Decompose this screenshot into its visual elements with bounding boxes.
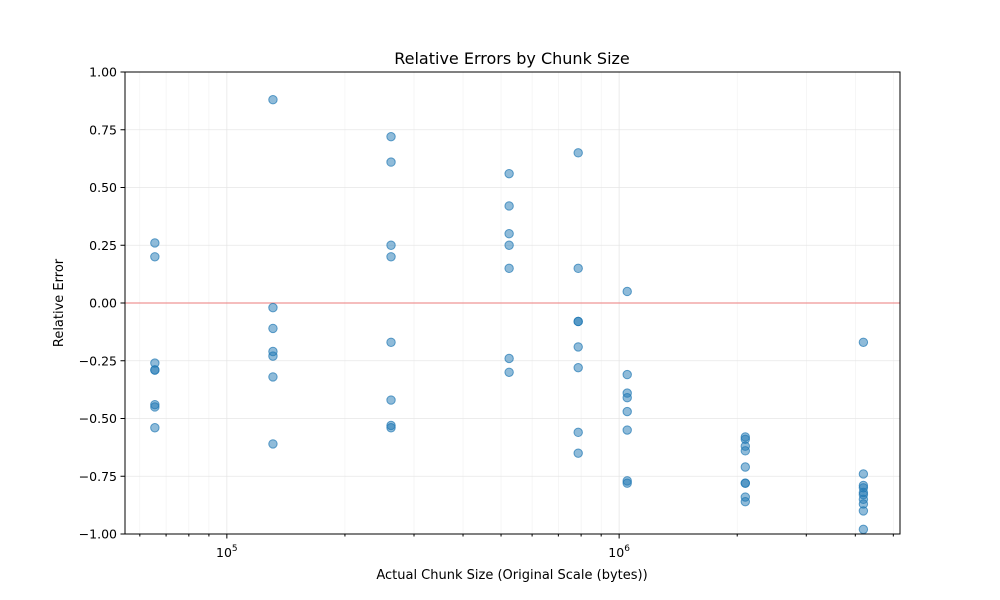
y-tick-label: −0.75: [79, 469, 117, 484]
y-tick-label: −1.00: [79, 527, 117, 542]
data-point: [504, 168, 514, 179]
data-point: [504, 201, 514, 211]
data-point: [386, 157, 396, 167]
data-point: [622, 478, 632, 488]
data-point: [622, 406, 632, 417]
data-point: [268, 351, 278, 361]
data-point: [504, 353, 514, 364]
data-point: [386, 423, 396, 433]
data-point: [622, 393, 632, 403]
x-axis: 105 106: [139, 534, 894, 560]
data-point: [504, 263, 514, 274]
x-tick-label: 106: [608, 544, 630, 560]
y-tick-label: 0.50: [89, 180, 117, 195]
y-tick-label: 0.00: [89, 296, 117, 311]
data-point: [858, 524, 869, 535]
chart-title: Relative Errors by Chunk Size: [394, 49, 630, 68]
data-point: [740, 446, 750, 456]
data-point: [150, 402, 160, 412]
data-point: [858, 506, 869, 516]
y-tick-label: −0.50: [79, 411, 117, 426]
data-point: [268, 372, 278, 382]
y-axis: 1.00 0.75 0.50 0.25 0.00 −0.25 −0.50 −0.75 −1.00: [79, 65, 125, 542]
data-point: [150, 365, 160, 375]
data-point: [573, 362, 583, 373]
data-point: [268, 95, 278, 105]
data-point: [386, 240, 396, 250]
data-point: [573, 263, 583, 274]
data-point: [386, 395, 396, 405]
data-point: [740, 478, 750, 488]
y-axis-label: Relative Error: [52, 258, 67, 347]
data-point: [622, 369, 632, 380]
data-point: [150, 252, 160, 262]
y-tick-label: −0.25: [79, 353, 117, 368]
data-point: [573, 148, 583, 158]
data-point: [386, 252, 396, 262]
data-point: [740, 496, 750, 507]
data-point: [150, 423, 160, 433]
data-point: [504, 229, 514, 239]
x-tick-label: 105: [216, 544, 238, 560]
x-axis-label: Actual Chunk Size (Original Scale (bytes…: [376, 568, 647, 583]
data-point: [150, 238, 160, 248]
data-point: [573, 427, 583, 438]
data-point: [504, 367, 514, 377]
y-tick-label: 0.25: [89, 238, 117, 253]
data-point: [573, 448, 583, 458]
data-point: [740, 462, 750, 472]
y-tick-label: 0.75: [89, 122, 117, 137]
data-point: [573, 316, 583, 327]
data-point: [622, 425, 632, 435]
data-point: [268, 302, 278, 313]
data-point: [386, 131, 396, 142]
data-point: [386, 337, 396, 347]
data-point: [573, 342, 583, 352]
data-point: [268, 439, 278, 449]
points-layer: [150, 95, 869, 535]
data-point: [504, 240, 514, 250]
data-point: [858, 469, 869, 479]
y-tick-label: 1.00: [89, 65, 117, 80]
data-point: [858, 337, 869, 347]
data-point: [622, 286, 632, 297]
data-point: [268, 323, 278, 334]
